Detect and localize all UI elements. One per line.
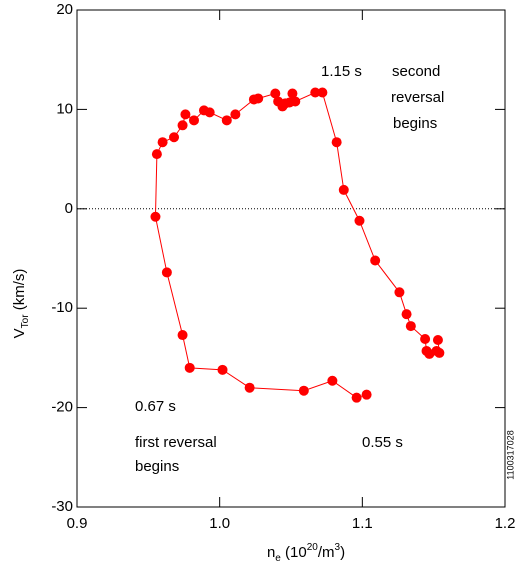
annotation: begins: [393, 115, 437, 132]
xlabel-part: e: [275, 553, 281, 564]
y-tick-label: 10: [56, 100, 73, 117]
data-point: [434, 347, 445, 358]
ylabel-part: Tor: [20, 314, 31, 329]
data-point: [169, 132, 180, 143]
data-point: [310, 87, 321, 98]
data-point: [298, 385, 309, 396]
xlabel-part: (10: [281, 544, 307, 561]
xlabel: ne (1020/m3): [267, 542, 345, 564]
annotation: reversal: [391, 89, 444, 106]
data-point: [150, 211, 161, 222]
x-tick-label: 0.9: [67, 515, 88, 532]
data-point: [204, 107, 215, 118]
y-tick-label: -10: [51, 299, 73, 316]
data-point: [177, 330, 188, 341]
annotation: 1.15 s: [321, 63, 362, 80]
annotation: first reversal: [135, 434, 217, 451]
x-tick-label: 1.2: [495, 515, 516, 532]
data-point: [244, 382, 255, 393]
x-tick-label: 1.0: [209, 515, 230, 532]
plot-frame: [76, 9, 506, 508]
ylabel: VTor (km/s): [11, 269, 31, 339]
data-point: [331, 137, 342, 148]
data-point: [401, 309, 412, 320]
data-point: [361, 389, 372, 400]
data-point: [180, 109, 191, 120]
xlabel-part: /m: [318, 544, 335, 561]
data-point: [370, 255, 381, 266]
data-line: [154, 91, 440, 399]
data-point: [420, 334, 431, 345]
data-point: [290, 96, 301, 107]
y-tick-label: 20: [56, 1, 73, 18]
data-point: [270, 88, 281, 99]
data-point: [161, 267, 172, 278]
annotation: 0.67 s: [135, 398, 176, 415]
data-point: [338, 184, 349, 195]
x-tick-label: 1.1: [352, 515, 373, 532]
data-point: [188, 115, 199, 126]
annotation: begins: [135, 458, 179, 475]
data-point: [287, 88, 298, 99]
data-point: [253, 93, 264, 104]
xlabel-part: n: [267, 544, 275, 561]
xlabel-part: 3: [335, 542, 341, 553]
annotation: second: [392, 63, 440, 80]
figure-id: 1100317028: [505, 430, 515, 479]
data-point: [157, 137, 168, 148]
data-point: [184, 362, 195, 373]
data-point: [394, 287, 405, 298]
y-tick-label: -20: [51, 399, 73, 416]
data-point: [351, 392, 362, 403]
data-point: [177, 120, 188, 131]
annotation: 0.55 s: [362, 434, 403, 451]
data-point: [327, 375, 338, 386]
ylabel-part: (km/s): [11, 269, 28, 315]
data-point: [432, 335, 443, 346]
data-point: [217, 364, 228, 375]
data-point: [354, 215, 365, 226]
y-tick-label: -30: [51, 498, 73, 515]
ylabel-part: V: [11, 328, 28, 338]
xlabel-part: ): [340, 544, 345, 561]
data-point: [151, 149, 162, 160]
y-tick-label: 0: [65, 200, 73, 217]
data-point: [405, 321, 416, 332]
xlabel-part: 20: [307, 542, 319, 553]
data-point: [317, 87, 328, 98]
data-point: [221, 115, 232, 126]
data-point: [230, 109, 241, 120]
